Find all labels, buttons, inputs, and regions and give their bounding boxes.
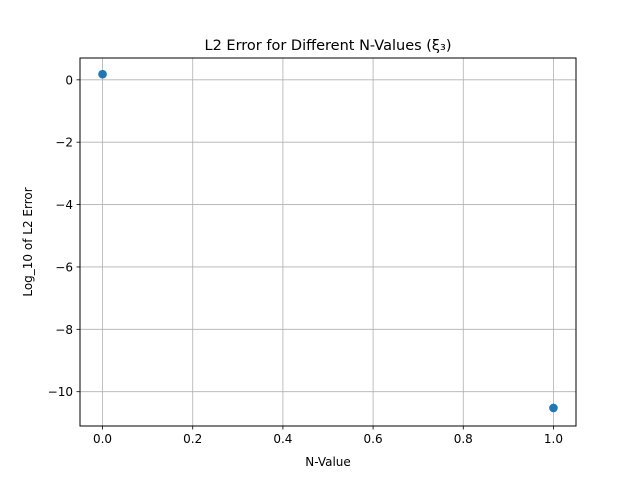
grid-lines xyxy=(80,58,576,426)
plot-frame xyxy=(79,57,577,427)
x-tick-label: 0.6 xyxy=(364,432,383,446)
y-tick-label: 0 xyxy=(65,73,73,87)
data-points xyxy=(98,69,558,413)
data-point xyxy=(98,69,107,79)
x-tick-label: 0.2 xyxy=(183,432,202,446)
y-tick-label: −8 xyxy=(55,323,73,337)
y-tick-label: −2 xyxy=(55,136,73,150)
x-tick-label: 1.0 xyxy=(544,432,563,446)
y-axis-label: Log_10 of L2 Error xyxy=(21,187,35,296)
chart-title: L2 Error for Different N-Values (ξ₃) xyxy=(205,38,452,54)
x-tick-label: 0.4 xyxy=(273,432,292,446)
data-point xyxy=(549,403,558,413)
y-tick-label: −6 xyxy=(55,260,73,274)
y-tick-label: −10 xyxy=(48,385,73,399)
x-tick-label: 0.0 xyxy=(93,432,112,446)
x-tick-label: 0.8 xyxy=(454,432,473,446)
y-tick-label: −4 xyxy=(55,198,73,212)
x-axis-label: N-Value xyxy=(305,455,351,469)
axis-ticks: 0.0 0.2 0.4 0.6 0.8 1.0 0 −2 −4 −6 −8 −10 xyxy=(48,73,563,446)
